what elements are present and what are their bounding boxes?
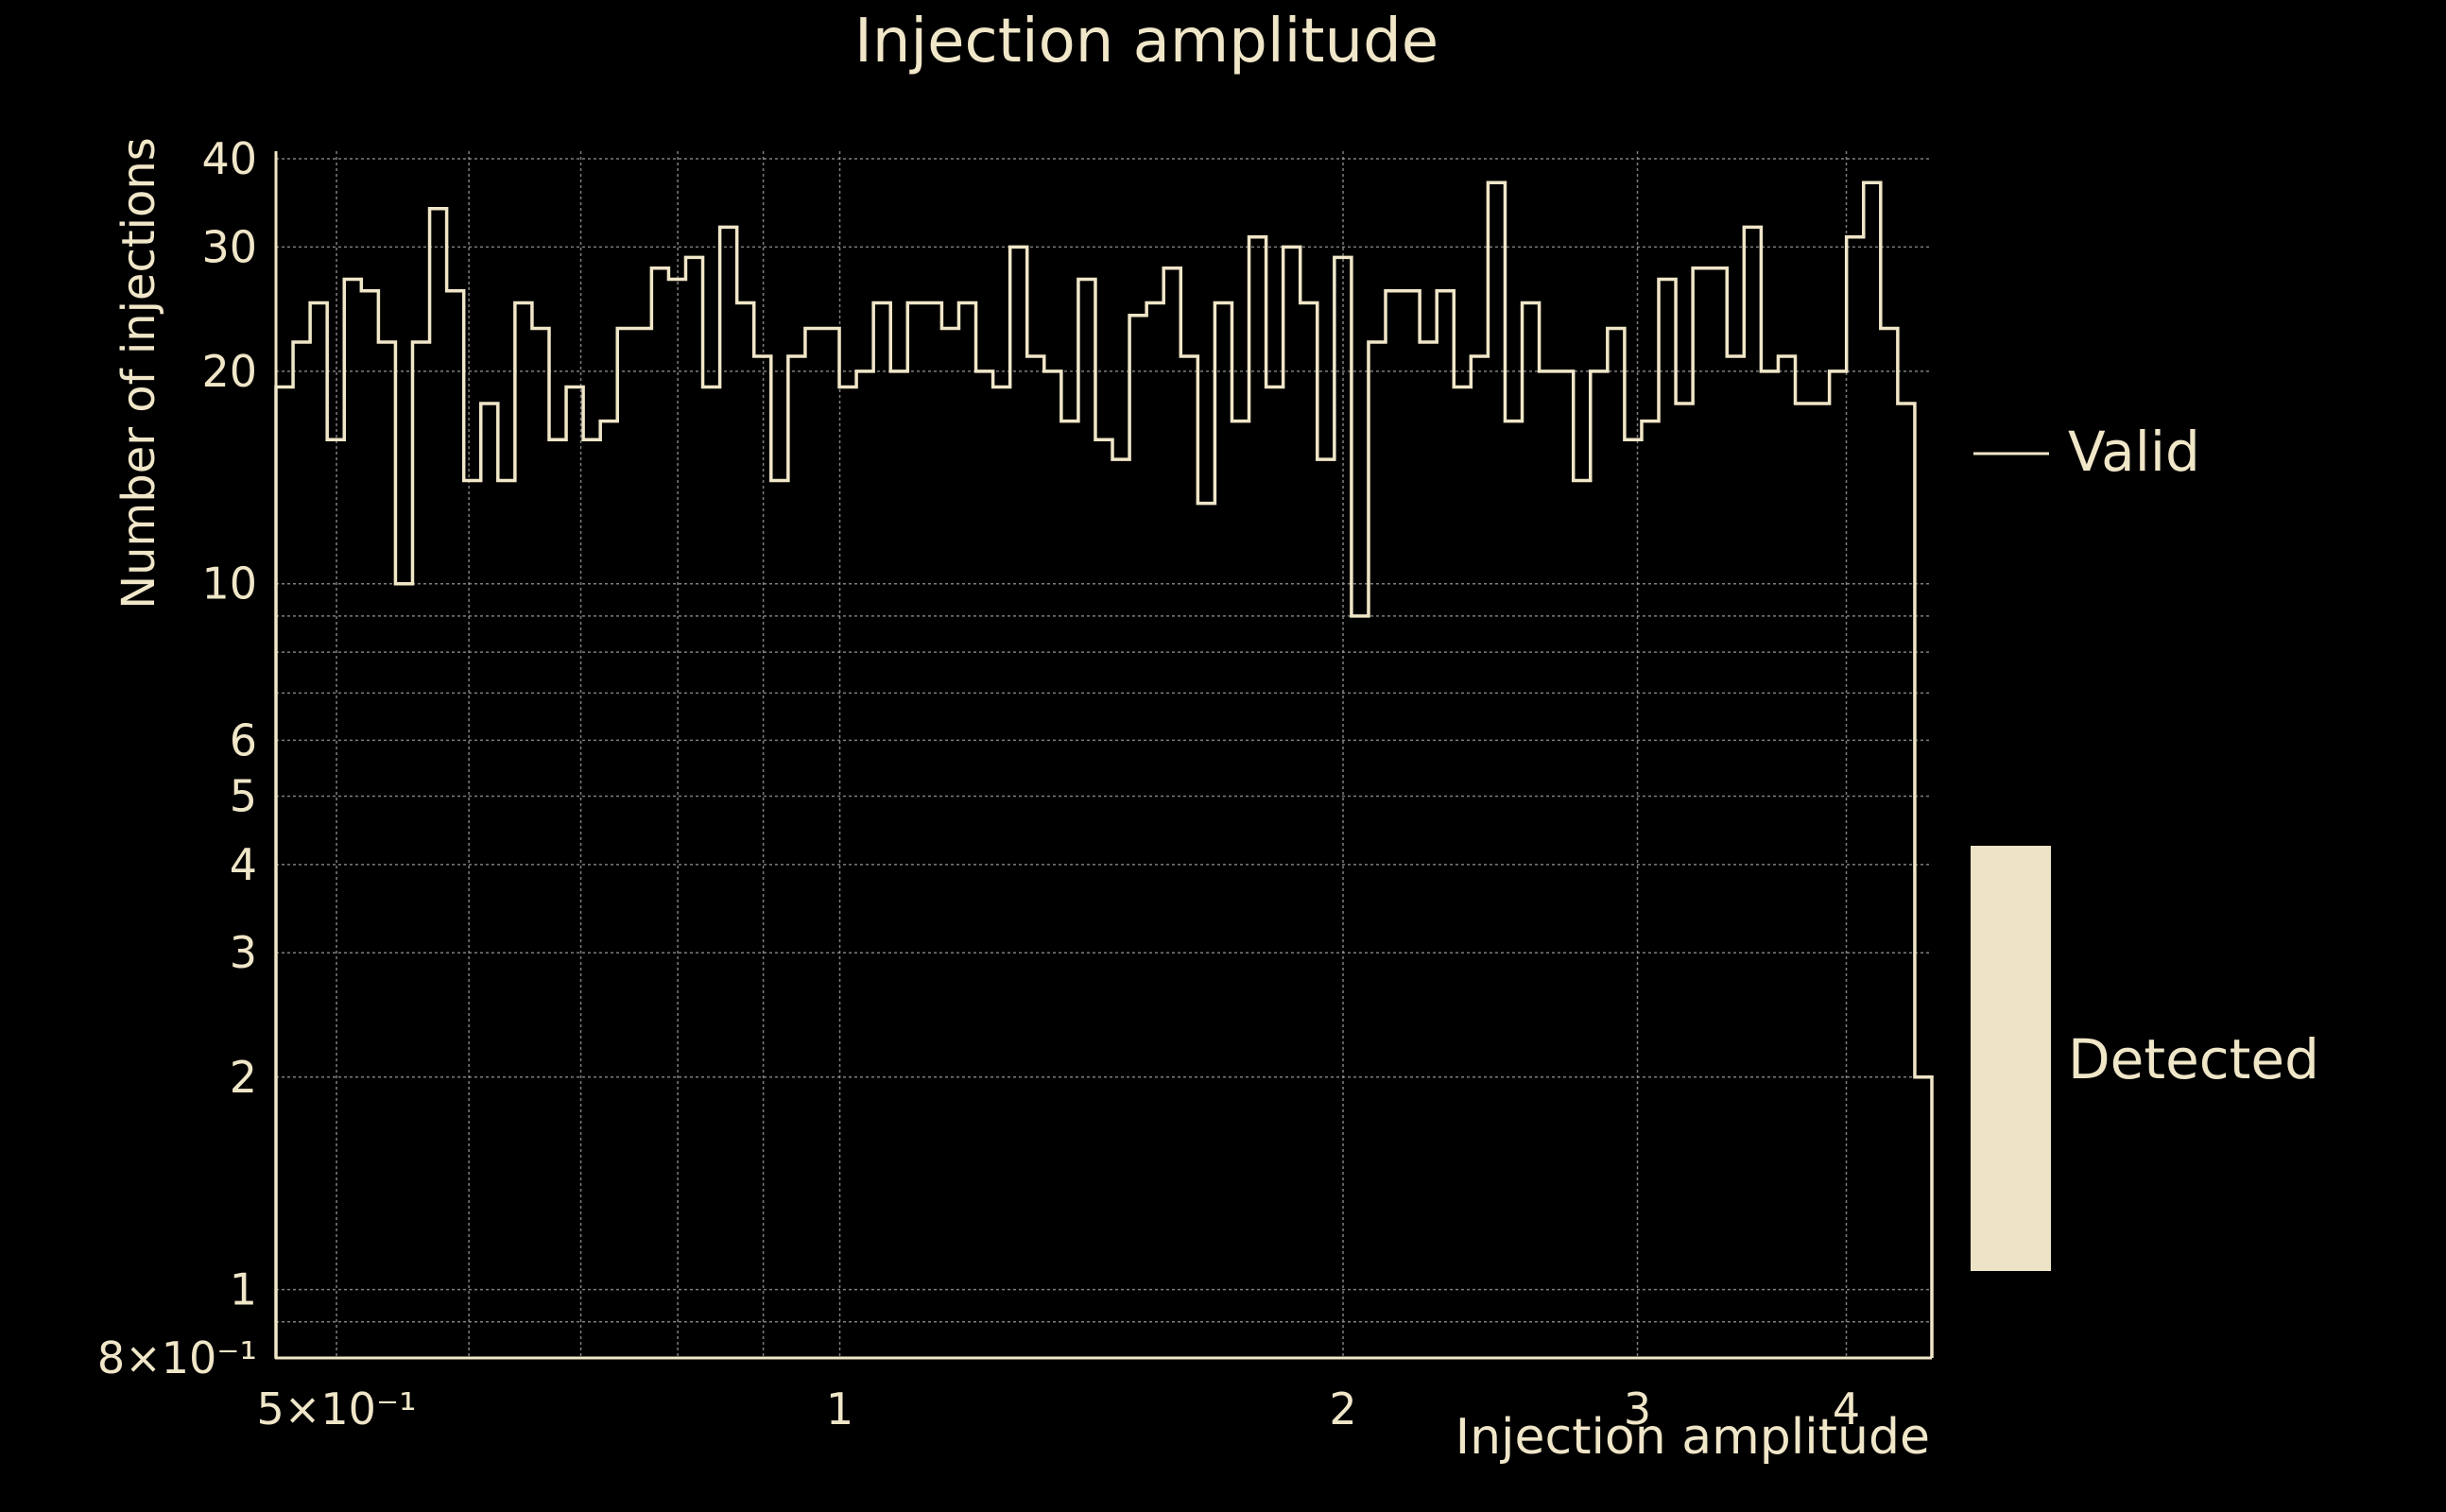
- legend-valid-label: Valid: [2068, 420, 2200, 484]
- y-tick-label: 40: [201, 133, 257, 184]
- y-tick-label: 1: [230, 1264, 257, 1315]
- y-tick-label: 10: [201, 558, 257, 610]
- legend-detected-swatch: [1971, 846, 2051, 1271]
- y-axis-tick-labels: 8×10⁻¹ 1 2 3 4 5 6 10 20 30 40: [97, 133, 257, 1383]
- chart-title: Injection amplitude: [854, 7, 1438, 77]
- legend-detected-label: Detected: [2068, 1027, 2319, 1091]
- x-tick-label: 1: [826, 1383, 853, 1435]
- x-axis-tick-labels: 5×10⁻¹ 1 2 3 4: [257, 1383, 1861, 1435]
- y-tick-label: 5: [230, 771, 257, 822]
- y-tick-label: 3: [230, 927, 257, 978]
- axes: [274, 151, 1932, 1360]
- y-axis-label: Number of injections: [112, 137, 165, 610]
- legend: Valid Detected: [1971, 420, 2319, 1271]
- histogram-step-valid: [274, 180, 1934, 1358]
- y-tick-label: 30: [201, 221, 257, 272]
- x-tick-label: 5×10⁻¹: [257, 1383, 417, 1435]
- x-tick-label: 4: [1833, 1383, 1860, 1435]
- histogram-series: [274, 180, 1934, 1358]
- y-tick-label: 6: [230, 714, 257, 765]
- y-tick-label: 2: [230, 1052, 257, 1103]
- x-tick-label: 2: [1329, 1383, 1356, 1435]
- y-tick-label: 4: [230, 839, 257, 890]
- x-axis-label: Injection amplitude: [1456, 1409, 1930, 1466]
- y-tick-label: 8×10⁻¹: [97, 1332, 257, 1383]
- x-tick-label: 3: [1624, 1383, 1651, 1435]
- y-tick-label: 20: [201, 346, 257, 397]
